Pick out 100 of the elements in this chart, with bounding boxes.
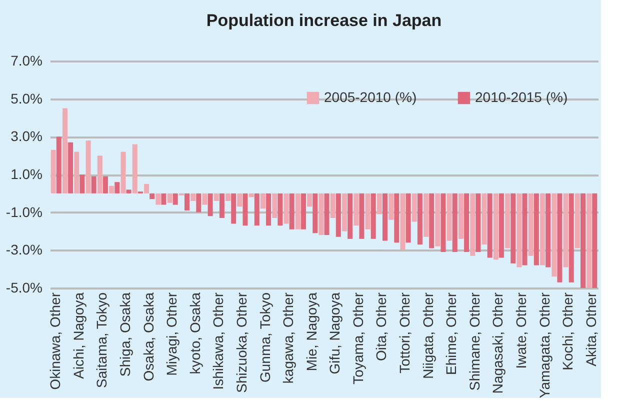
x-tick-label: Aichi, Nagoya	[70, 292, 86, 379]
chart-title: Population increase in Japan	[206, 11, 442, 30]
x-tick-label: Shizuoka, Other	[233, 292, 250, 393]
bar	[260, 193, 266, 209]
legend-label: 2005-2010 (%)	[324, 89, 417, 105]
bar	[109, 186, 114, 194]
bar	[540, 193, 546, 266]
bar	[546, 193, 551, 268]
bar	[91, 176, 96, 194]
bar	[452, 193, 458, 252]
bar	[196, 193, 202, 212]
bar	[394, 193, 400, 243]
bar	[102, 176, 108, 194]
y-tick-label: -1.0%	[6, 204, 42, 220]
bar	[365, 193, 370, 230]
bar	[330, 193, 336, 218]
y-tick-label: -5.0%	[6, 280, 42, 296]
bar	[522, 193, 528, 266]
x-tick-label: Yamagata, Other	[536, 292, 552, 398]
bar	[354, 193, 359, 226]
x-tick-label: Osaka, Osaka	[140, 292, 156, 382]
bar	[62, 108, 68, 194]
bar	[237, 193, 242, 207]
bar	[172, 193, 178, 205]
x-tick-label: Shiga, Osaka	[117, 292, 133, 377]
bar	[300, 193, 306, 230]
x-tick-label: Toyama, Other	[350, 292, 366, 384]
bar	[254, 193, 260, 226]
bar	[440, 193, 446, 252]
x-tick-label: kagawa, Other	[280, 292, 296, 384]
bar	[184, 193, 190, 210]
x-tick-label: kyoto, Osaka	[186, 292, 203, 374]
x-tick-label: Saitama, Tokyo	[94, 292, 110, 388]
bar	[242, 193, 248, 226]
x-tick-label: Niigata, Other	[420, 292, 436, 379]
x-tick-label: Shimane, Other	[466, 292, 482, 391]
bar	[74, 152, 80, 194]
bar	[214, 193, 219, 201]
y-tick-label: -3.0%	[6, 242, 42, 258]
bar	[231, 193, 236, 224]
bar	[417, 193, 422, 244]
bar	[318, 193, 324, 236]
bar	[376, 193, 382, 214]
bar	[120, 152, 126, 194]
bar	[342, 193, 348, 232]
bar	[156, 193, 161, 205]
bar	[336, 193, 341, 237]
bar	[150, 193, 155, 200]
bar	[359, 193, 364, 239]
x-tick-label: Gifu, Nagoya	[326, 292, 343, 374]
x-tick-label: Ehime, Other	[443, 292, 460, 375]
bar	[574, 193, 580, 248]
bar	[458, 193, 464, 239]
bar	[493, 193, 498, 260]
bar	[56, 136, 62, 194]
bar	[284, 193, 289, 224]
bar	[114, 182, 120, 194]
bar	[557, 193, 562, 282]
y-tick-label: 3.0%	[10, 128, 42, 144]
x-tick-label: Tottori, Other	[396, 292, 413, 374]
bar	[406, 193, 411, 243]
bar	[144, 184, 150, 194]
bar	[510, 193, 516, 264]
bar	[370, 193, 376, 239]
bar	[435, 193, 440, 246]
x-tick-label: Akita, Other	[582, 292, 599, 366]
bar	[324, 193, 330, 236]
bar	[295, 193, 300, 230]
bar	[289, 193, 294, 230]
bar	[307, 193, 312, 207]
bar	[464, 193, 470, 252]
bar	[208, 193, 213, 216]
bar	[80, 174, 85, 194]
x-tick-label: Okinawa, Other	[47, 292, 64, 390]
bar	[412, 193, 417, 222]
bar	[50, 150, 56, 194]
bar	[586, 193, 592, 288]
y-tick-label: 7.0%	[10, 52, 42, 68]
bar	[470, 193, 476, 256]
bar	[167, 193, 172, 203]
bar	[528, 193, 534, 256]
bar	[278, 193, 283, 226]
bar	[126, 190, 132, 194]
x-tick-label: Gunma, Tokyo	[256, 292, 273, 383]
x-tick-label: Ishikawa, Other	[210, 292, 226, 390]
bar	[429, 193, 434, 248]
bar	[266, 193, 272, 226]
x-tick-label: Nagasaki, Other	[490, 292, 506, 394]
bar	[97, 156, 102, 194]
bar	[226, 193, 231, 201]
x-tick-label: Iwate, Other	[513, 292, 529, 369]
bar	[482, 193, 487, 244]
bar	[424, 193, 429, 237]
bar	[487, 193, 492, 258]
legend-label: 2010-2015 (%)	[475, 89, 568, 105]
x-tick-label: Oita, Other	[373, 292, 390, 361]
bar	[272, 193, 278, 218]
bar	[592, 193, 598, 288]
x-tick-label: Kochi, Other	[560, 292, 576, 370]
bar	[202, 193, 208, 205]
